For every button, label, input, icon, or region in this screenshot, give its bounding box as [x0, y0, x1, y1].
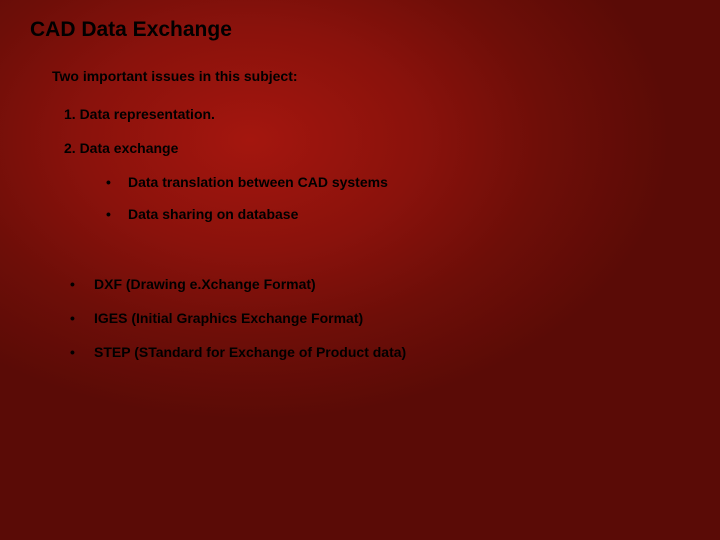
bullet-icon: • — [70, 344, 94, 360]
format-item-2: • IGES (Initial Graphics Exchange Format… — [70, 310, 690, 326]
numbered-item-1: 1. Data representation. — [64, 106, 690, 122]
bullet-icon: • — [106, 206, 128, 222]
sub-bullet-text: Data translation between CAD systems — [128, 174, 388, 190]
format-text: IGES (Initial Graphics Exchange Format) — [94, 310, 363, 326]
bullet-icon: • — [106, 174, 128, 190]
formats-list: • DXF (Drawing e.Xchange Format) • IGES … — [30, 276, 690, 360]
sub-bullet-1: • Data translation between CAD systems — [106, 174, 690, 190]
bullet-icon: • — [70, 276, 94, 292]
sub-bullet-2: • Data sharing on database — [106, 206, 690, 222]
format-item-3: • STEP (STandard for Exchange of Product… — [70, 344, 690, 360]
slide-subtitle: Two important issues in this subject: — [52, 68, 690, 84]
format-text: STEP (STandard for Exchange of Product d… — [94, 344, 406, 360]
format-item-1: • DXF (Drawing e.Xchange Format) — [70, 276, 690, 292]
numbered-item-2: 2. Data exchange — [64, 140, 690, 156]
sub-bullet-text: Data sharing on database — [128, 206, 298, 222]
slide-title: CAD Data Exchange — [30, 18, 690, 42]
slide: CAD Data Exchange Two important issues i… — [0, 0, 720, 360]
bullet-icon: • — [70, 310, 94, 326]
format-text: DXF (Drawing e.Xchange Format) — [94, 276, 316, 292]
